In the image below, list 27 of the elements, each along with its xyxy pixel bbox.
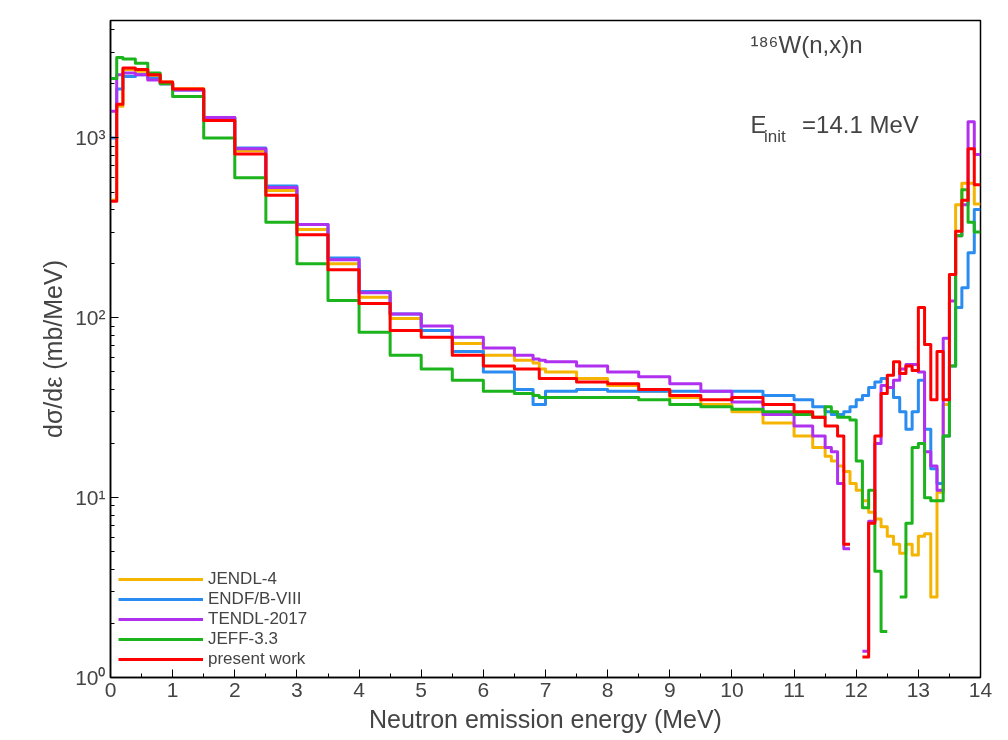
annotation: ¹⁸⁶W(n,x)n — [750, 30, 863, 58]
x-tick-label: 11 — [783, 677, 805, 701]
y-tick-label: 10³ — [75, 126, 106, 150]
legend-label: JENDL-4 — [208, 569, 277, 589]
y-tick-label: 10² — [75, 306, 106, 330]
x-tick-label: 3 — [291, 677, 303, 701]
x-tick-label: 9 — [663, 677, 676, 701]
x-tick-label: 2 — [228, 677, 241, 701]
legend-label: JEFF-3.3 — [208, 629, 278, 649]
x-tick-label: 5 — [415, 677, 428, 701]
x-tick-label: 1 — [166, 677, 179, 701]
x-tick-label: 4 — [353, 677, 366, 701]
legend-label: ENDF/B-VIII — [208, 589, 302, 609]
x-tick-label: 0 — [104, 677, 117, 701]
y-axis-title: dσ/dε (mb/MeV) — [39, 259, 68, 438]
x-tick-label: 8 — [601, 677, 614, 701]
x-tick-label: 12 — [844, 677, 868, 701]
x-tick-label: 7 — [539, 677, 552, 701]
x-tick-label: 14 — [968, 677, 993, 701]
x-axis-title: Neutron emission energy (MeV) — [369, 704, 722, 733]
x-tick-label: 10 — [720, 677, 744, 701]
legend-label: present work — [208, 649, 306, 669]
x-tick-label: 13 — [906, 677, 931, 701]
y-tick-label: 10¹ — [75, 486, 106, 510]
x-tick-label: 6 — [477, 677, 490, 701]
legend-label: TENDL-2017 — [208, 609, 308, 629]
y-tick-label: 10⁰ — [75, 666, 106, 689]
